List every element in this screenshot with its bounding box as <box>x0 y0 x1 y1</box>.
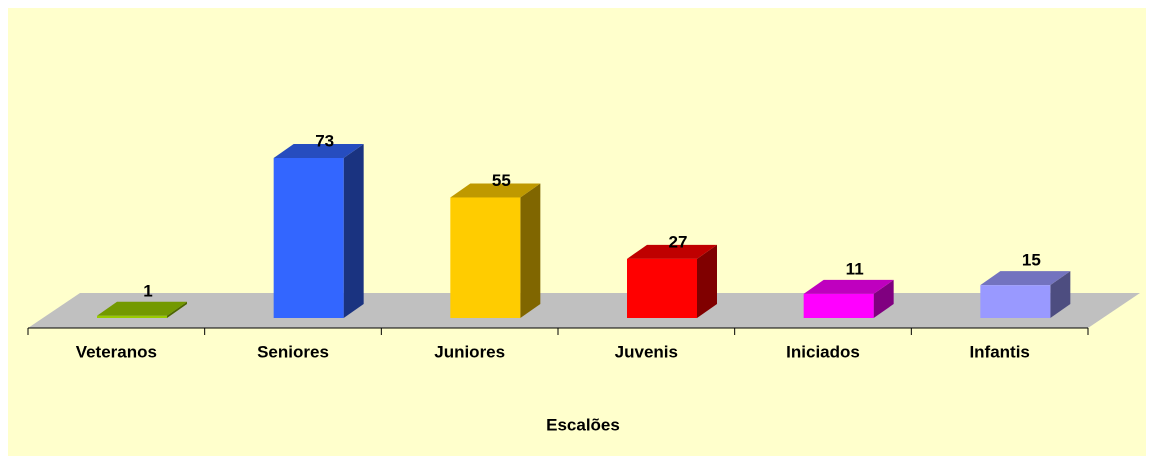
data-label: 1 <box>143 281 152 300</box>
bar-top <box>97 301 187 316</box>
bar <box>803 293 874 318</box>
bar <box>450 197 521 318</box>
bar <box>273 158 344 318</box>
bar <box>627 258 697 318</box>
data-label: 15 <box>1022 251 1041 270</box>
bar-top <box>273 144 364 158</box>
x-tick-label: Veteranos <box>76 342 157 361</box>
x-tick-label: Iniciados <box>786 342 860 361</box>
bar-side <box>343 144 364 318</box>
data-label: 11 <box>846 259 864 278</box>
data-label: 55 <box>492 171 511 190</box>
bar-top <box>803 279 894 294</box>
bar-side <box>697 244 717 318</box>
bar <box>97 315 167 318</box>
bar-top <box>627 244 717 259</box>
bar-side <box>873 279 894 318</box>
bar-side <box>167 301 187 318</box>
x-tick-label: Infantis <box>969 342 1029 361</box>
data-label: 73 <box>315 131 334 150</box>
bar-side <box>1050 271 1071 318</box>
x-axis-title: Escalões <box>546 415 620 434</box>
bar <box>980 285 1051 318</box>
bar-top <box>450 183 541 198</box>
chart-background <box>8 8 1146 456</box>
floor <box>28 293 1140 328</box>
data-label: 27 <box>669 232 688 251</box>
x-tick-label: Juniores <box>434 342 505 361</box>
bar-top <box>980 271 1071 286</box>
x-tick-label: Juvenis <box>615 342 678 361</box>
x-tick-label: Seniores <box>257 342 329 361</box>
bar-side <box>520 183 541 318</box>
